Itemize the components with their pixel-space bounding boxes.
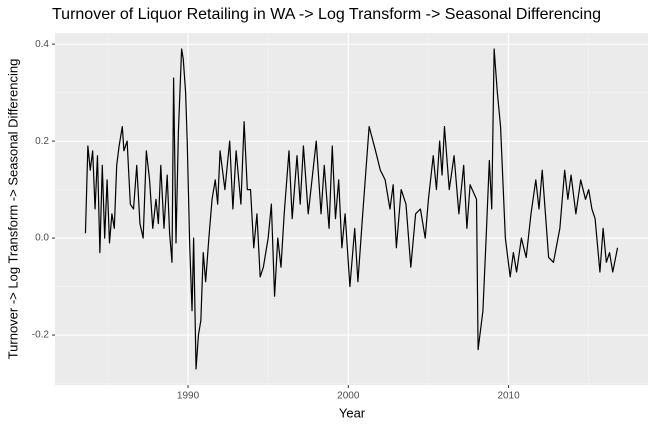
x-tick-label: 2010 — [497, 391, 520, 402]
y-tick-label: 0.0 — [35, 233, 49, 244]
y-tick-label: 0.2 — [35, 136, 49, 147]
y-tick-label: 0.4 — [35, 39, 49, 50]
x-axis-label: Year — [339, 405, 366, 420]
plot-panel — [55, 33, 648, 385]
x-tick-label: 2000 — [337, 391, 360, 402]
data-line — [84, 48, 619, 370]
chart-title: Turnover of Liquor Retailing in WA -> Lo… — [52, 6, 601, 23]
y-tick-label: -0.2 — [32, 330, 50, 341]
x-tick-label: 1990 — [177, 391, 200, 402]
y-axis-label: Turnover -> Log Transform -> Seasonal Di… — [5, 59, 20, 360]
